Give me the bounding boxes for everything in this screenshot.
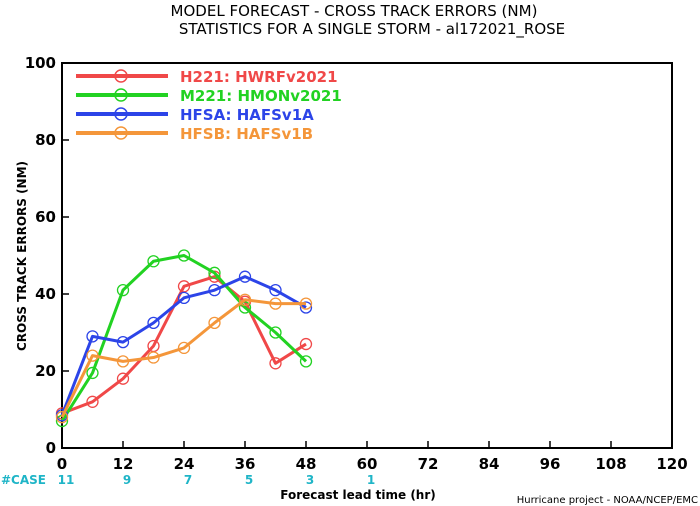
data-point (147, 351, 160, 364)
data-point (86, 330, 99, 343)
data-point (116, 335, 130, 349)
data-point (116, 355, 130, 368)
data-point (299, 355, 313, 368)
x-tick-label: 120 (656, 455, 687, 473)
x-tick-label: 12 (113, 455, 134, 473)
data-point (177, 249, 191, 262)
case-count: 9 (123, 473, 131, 487)
legend-entry: HFSA: HAFSv1A (76, 106, 314, 124)
data-point (238, 270, 252, 283)
x-tick-label: 48 (296, 455, 317, 473)
data-point (147, 255, 160, 268)
y-axis-ticks: 0 20 40 60 80 100 (25, 54, 69, 457)
y-tick-label: 0 (46, 439, 56, 457)
x-tick-label: 60 (357, 455, 378, 473)
x-tick-label: 36 (235, 455, 256, 473)
x-tick-label: 72 (418, 455, 439, 473)
data-point (177, 291, 191, 305)
case-counts: #CASE 11 9 7 5 3 1 (1, 473, 375, 487)
legend-swatch-marker (114, 126, 128, 140)
legend-swatch-marker (114, 69, 128, 83)
data-point (299, 337, 313, 351)
x-tick-label: 96 (540, 455, 561, 473)
case-count: 3 (306, 473, 314, 487)
legend-entry: M221: HMONv2021 (76, 87, 342, 105)
x-tick-label: 0 (57, 455, 67, 473)
series-layer (55, 249, 313, 428)
x-tick-label: 24 (174, 455, 195, 473)
series-0 (55, 270, 313, 420)
x-axis-ticks: 0 12 24 36 48 60 72 84 96 108 120 (57, 441, 688, 473)
legend-swatch-marker (114, 107, 128, 121)
x-tick-label: 108 (595, 455, 626, 473)
legend-entry: H221: HWRFv2021 (76, 68, 338, 86)
data-point (55, 411, 69, 424)
data-point (177, 341, 191, 355)
case-count: 11 (58, 473, 75, 487)
series-line (60, 298, 306, 418)
data-point (238, 293, 252, 306)
legend-entry: HFSB: HAFSv1B (76, 125, 313, 143)
y-tick-label: 80 (35, 131, 56, 149)
case-count-label: #CASE (1, 473, 46, 487)
credit-text: Hurricane project - NOAA/NCEP/EMC (517, 495, 698, 506)
legend-label: M221: HMONv2021 (180, 87, 342, 105)
legend-label: HFSA: HAFSv1A (180, 106, 314, 124)
series-1 (55, 249, 313, 428)
y-tick-label: 60 (35, 208, 56, 226)
data-point (86, 366, 99, 380)
data-point (116, 372, 130, 385)
data-point (269, 326, 282, 339)
data-point (208, 283, 221, 297)
case-count: 7 (184, 473, 192, 487)
y-tick-label: 40 (35, 285, 56, 303)
data-point (238, 301, 252, 314)
data-point (116, 283, 130, 297)
legend-label: H221: HWRFv2021 (180, 68, 338, 86)
data-point (208, 316, 221, 330)
x-axis-label: Forecast lead time (hr) (280, 488, 436, 502)
y-tick-label: 20 (35, 362, 56, 380)
legend-swatch-marker (114, 88, 128, 102)
y-tick-label: 100 (25, 54, 56, 72)
data-point (269, 283, 282, 297)
series-line (60, 275, 307, 416)
series-3 (55, 293, 313, 424)
case-count: 1 (367, 473, 375, 487)
data-point (269, 357, 282, 370)
data-point (147, 316, 160, 330)
data-point (299, 297, 313, 310)
data-point (86, 349, 99, 362)
y-axis-label: CROSS TRACK ERRORS (NM) (15, 161, 29, 351)
data-point (86, 395, 99, 408)
chart-title: MODEL FORECAST - CROSS TRACK ERRORS (NM) (171, 2, 538, 20)
chart-subtitle: STATISTICS FOR A SINGLE STORM - al172021… (179, 20, 565, 39)
data-point (208, 266, 221, 279)
series-line (61, 275, 307, 415)
data-point (299, 301, 313, 314)
x-tick-label: 84 (479, 455, 500, 473)
series-2 (55, 270, 313, 422)
data-point (269, 297, 282, 310)
case-count: 5 (245, 473, 253, 487)
legend-label: HFSB: HAFSv1B (180, 125, 313, 143)
series-line (60, 254, 308, 422)
